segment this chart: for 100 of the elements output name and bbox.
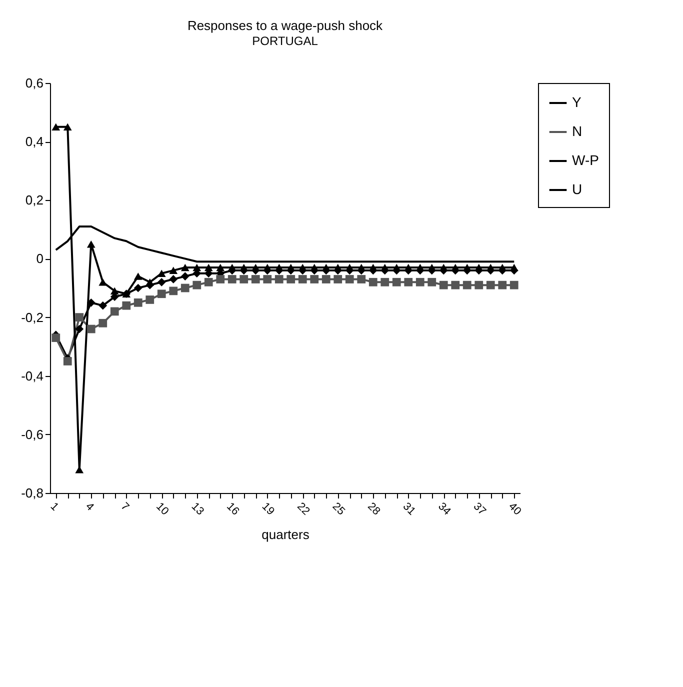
point [134,284,142,292]
point [110,287,119,295]
y-tick-label: -0,4 [21,368,44,384]
point [110,307,119,316]
point [52,123,60,131]
point [416,278,424,286]
x-axis-title: quarters [262,526,310,542]
point [486,280,495,290]
point [98,318,108,328]
point [498,280,507,290]
point [345,264,354,272]
x-tick-label: 34 [436,500,453,518]
point [368,264,378,272]
point [416,264,424,272]
point [357,275,366,284]
point [345,275,354,284]
point [462,280,472,290]
point [180,264,190,272]
point [263,275,272,284]
point [510,280,518,290]
point [392,278,401,286]
x-tick-label: 4 [83,500,96,514]
x-tick-label: 37 [470,500,488,518]
legend-label: U [572,181,582,197]
x-tick-label: 31 [400,500,418,518]
point [146,278,154,286]
point [157,278,166,286]
point [310,275,319,284]
point [286,264,296,272]
x-tick-label: 25 [330,500,348,518]
point [122,301,131,310]
legend-label: W-P [572,152,599,168]
point [462,264,472,272]
point [451,264,460,272]
point [428,264,436,272]
point [322,264,330,272]
point [86,240,96,248]
y-tick-label: 0,4 [25,134,44,150]
point [404,264,413,272]
point [169,275,178,284]
point [169,286,178,296]
point [192,280,202,290]
point [368,278,378,286]
point [263,264,272,272]
point [486,264,495,272]
x-tick-label: 1 [48,500,61,514]
point [404,278,413,286]
point [180,272,190,280]
point [439,280,448,290]
point [63,123,72,131]
point [298,264,307,272]
chart-subtitle: PORTUGAL [252,34,318,48]
point [510,264,518,272]
point [392,264,401,272]
point [180,284,190,292]
y-tick-label: 0,2 [25,192,44,208]
point [274,264,284,272]
y-tick-label: 0,6 [25,76,44,90]
point [474,280,484,290]
point [310,264,319,272]
point [334,275,342,284]
point [474,264,484,272]
point [380,264,390,272]
point [228,275,236,284]
point [192,264,202,272]
x-tick-label: 16 [224,500,242,518]
point [240,275,248,284]
point [334,264,342,272]
x-tick-label: 7 [118,500,132,514]
point [251,275,260,284]
x-tick-label: 13 [188,500,206,518]
point [274,275,284,284]
x-tick-label: 10 [154,500,171,518]
x-tick-label: 19 [259,500,277,518]
point [204,278,213,286]
x-tick-label: 28 [365,500,382,518]
point [98,278,108,286]
point [204,264,213,272]
y-tick-label: 0 [36,251,44,266]
point [169,266,178,274]
y-tick-label: -0,2 [21,310,44,325]
y-tick-label: -0,6 [21,426,44,442]
point [428,278,436,286]
point [134,298,142,307]
x-tick-label: 40 [506,500,524,518]
y-tick-label: -0,8 [21,486,44,500]
point [286,275,296,284]
point [134,272,142,280]
point [498,264,507,272]
point [251,264,260,272]
point [52,334,60,342]
point [98,301,108,310]
point [63,357,72,366]
point [322,275,330,284]
point [357,264,366,272]
legend-label: Y [572,94,582,110]
point [146,296,154,304]
point [75,324,84,334]
point [86,324,96,334]
x-tick-label: 22 [294,500,312,518]
